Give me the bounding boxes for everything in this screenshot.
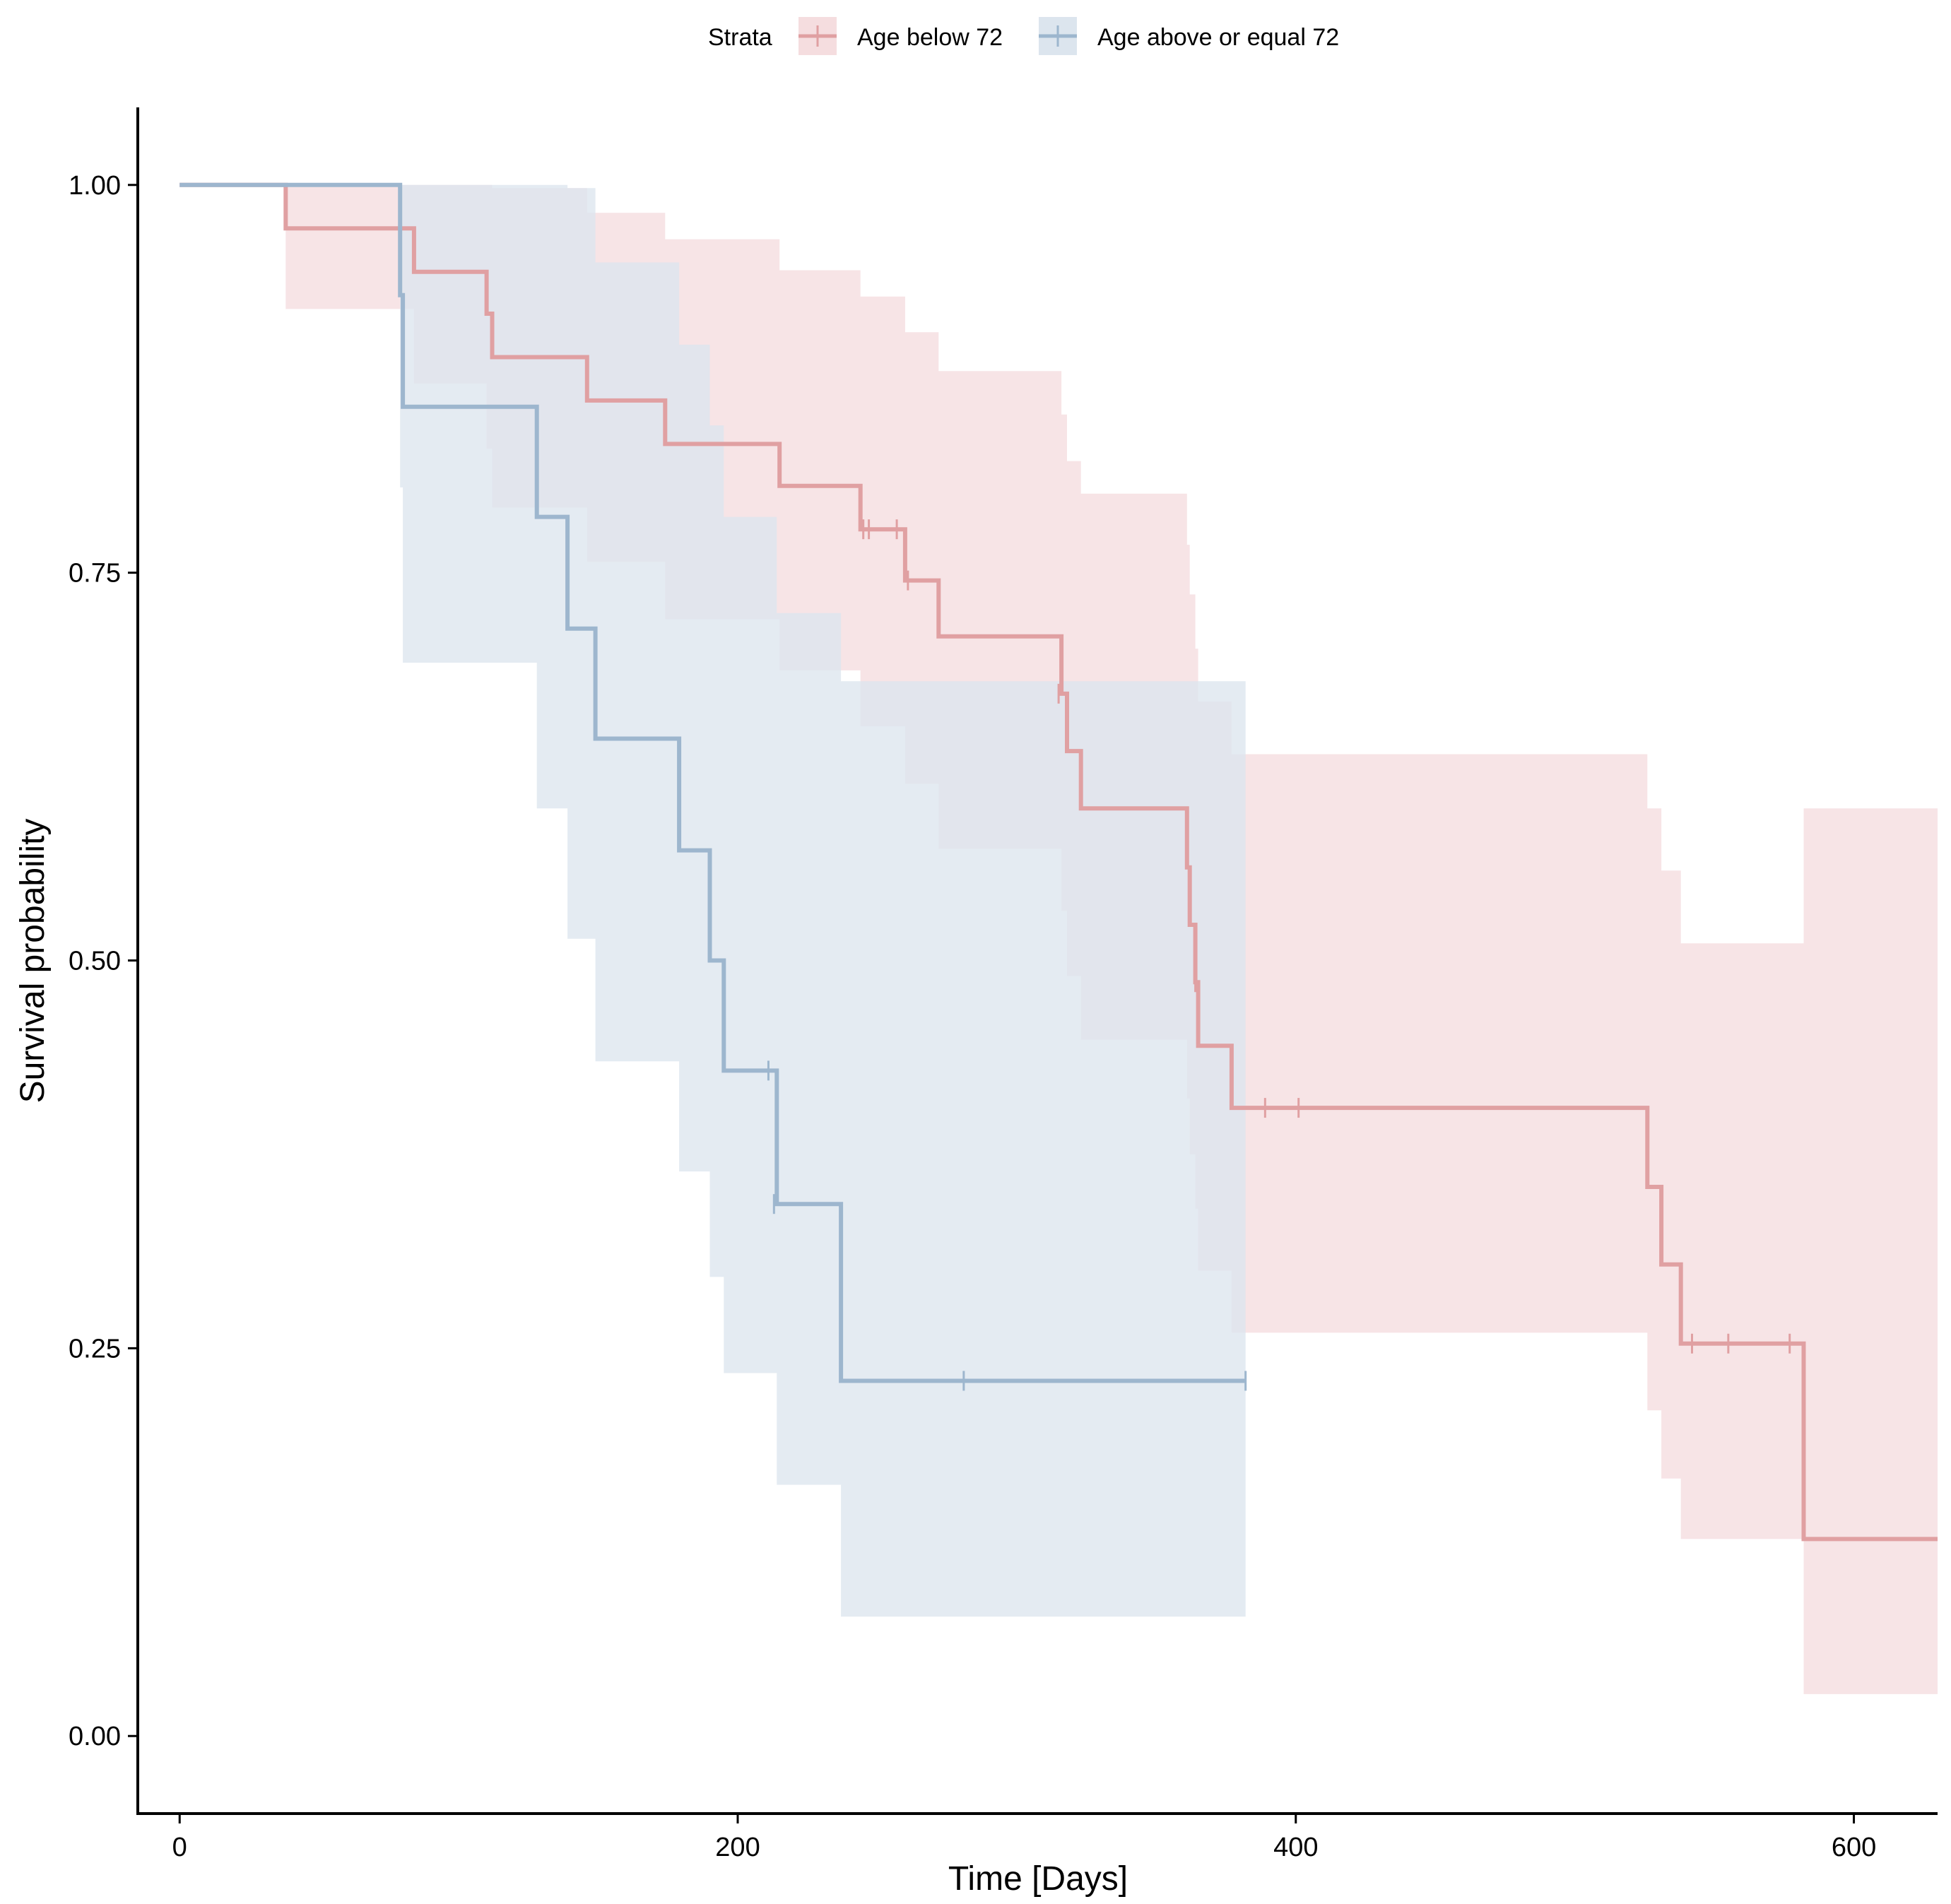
ci-band-age-below-72 — [179, 184, 1938, 1694]
x-tick-label-0: 0 — [172, 1833, 187, 1862]
x-tick-label-3: 600 — [1832, 1833, 1876, 1862]
y-tick-label-2: 0.50 — [69, 947, 121, 976]
censor-marks — [767, 519, 1791, 1391]
x-tick-label-2: 400 — [1273, 1833, 1318, 1862]
legend-item-age-below-72: Age below 72 — [798, 17, 1003, 55]
legend-title: Strata — [708, 24, 772, 51]
legend: Strata Age below 72 Age above or equal 7… — [708, 17, 1339, 55]
legend-item-age-above-72: Age above or equal 72 — [1039, 17, 1339, 55]
x-tick-label-1: 200 — [715, 1833, 760, 1862]
y-tick-label-0: 0.00 — [69, 1722, 121, 1751]
y-axis-title: Survival probability — [14, 819, 52, 1104]
y-tick-label-3: 0.75 — [69, 559, 121, 589]
y-tick-label-4: 1.00 — [69, 171, 121, 201]
confidence-bands — [179, 184, 1938, 1694]
survival-curve-age-above-or-equal-72 — [179, 182, 1246, 1383]
ci-band-age-above-or-equal-72 — [179, 184, 1246, 1617]
y-tick-label-1: 0.25 — [69, 1334, 121, 1364]
axis-ticks: 0 200 400 600 0.00 0.25 0.50 0.75 1.00 — [69, 171, 1876, 1862]
x-axis-title: Time [Days] — [948, 1860, 1128, 1898]
legend-label-age-above-72: Age above or equal 72 — [1097, 24, 1339, 51]
survival-curve-age-below-72 — [179, 182, 1938, 1542]
survival-curves — [179, 182, 1938, 1542]
legend-label-age-below-72: Age below 72 — [857, 24, 1003, 51]
